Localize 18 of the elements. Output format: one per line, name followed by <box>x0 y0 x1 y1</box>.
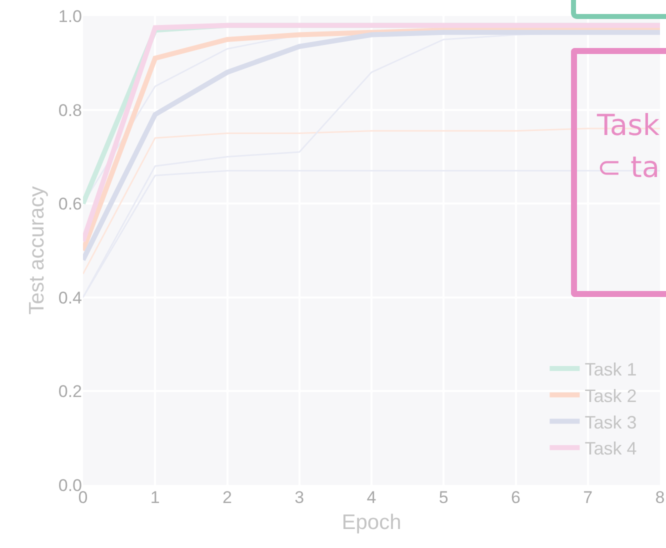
x-tick-label: 4 <box>366 488 376 507</box>
y-tick-label: 0.6 <box>58 194 82 214</box>
y-tick-label: 0.8 <box>58 100 82 120</box>
y-tick-label: 0.4 <box>58 288 82 308</box>
y-tick-label: 1.0 <box>58 6 82 26</box>
x-tick-label: 8 <box>655 488 665 507</box>
x-axis-title: Epoch <box>342 511 402 534</box>
x-tick-label: 3 <box>294 488 304 507</box>
annotation: Task <box>597 107 660 144</box>
x-tick-label: 1 <box>150 488 160 507</box>
legend-label: Task 2 <box>584 386 637 406</box>
y-tick-label: 0.2 <box>58 382 82 402</box>
x-tick-label: 7 <box>583 488 593 507</box>
x-tick-label: 2 <box>222 488 232 507</box>
x-tick-label: 6 <box>511 488 520 507</box>
y-axis-title: Test accuracy <box>26 186 49 315</box>
x-tick-label: 5 <box>438 488 448 507</box>
annotation: ⊂ ta <box>597 149 660 186</box>
